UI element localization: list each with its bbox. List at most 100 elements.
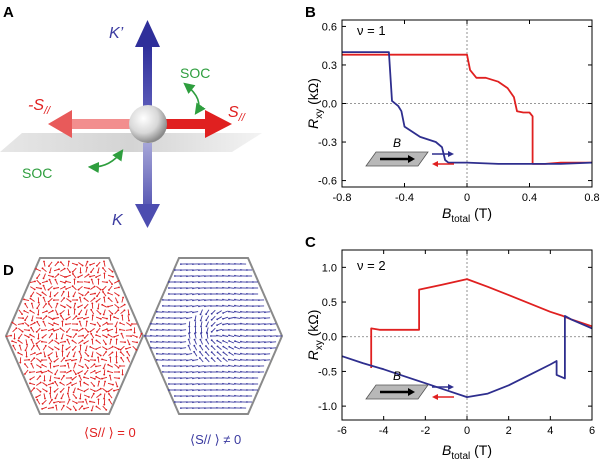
spin-vector-head	[79, 296, 81, 299]
chart-c: -6 -4 -2 0 2 4 6 -1.0 -0.5 0.0 0.5 1.0 Btotal (T) Rxy…	[305, 249, 595, 462]
spin-vector-head	[198, 275, 200, 278]
spin-vector-head	[180, 407, 182, 409]
spin-vector-head	[127, 313, 130, 316]
spin-vector-head	[234, 316, 236, 319]
spin-vector-head	[107, 363, 110, 366]
spin-vector-head	[252, 389, 254, 391]
spin-vector-head	[29, 297, 32, 300]
spin-vector-head	[222, 304, 224, 307]
spin-vector-head	[186, 281, 188, 284]
spin-vector-head	[36, 320, 39, 323]
spin-vector-head	[107, 305, 109, 308]
chart-c-inset-field-arrowhead	[408, 388, 415, 396]
spin-vector-head	[210, 389, 212, 391]
spin-vector-head	[222, 263, 224, 265]
spin-vector-head	[75, 333, 77, 335]
spin-vector-head	[12, 344, 15, 347]
chart-b-xlabel-sub: total	[451, 214, 470, 225]
spin-vector-head	[68, 386, 70, 389]
spin-vector-head	[46, 280, 48, 283]
spin-vector-head	[113, 316, 115, 318]
spin-vector-head	[44, 344, 47, 347]
spin-vector-head	[33, 387, 36, 389]
spin-vector-head	[43, 379, 46, 382]
spin-vector-head	[222, 334, 224, 337]
spin-vector-head	[252, 371, 254, 373]
spin-vector-head	[188, 332, 190, 335]
spin-vector-head	[54, 373, 57, 376]
spin-vector-head	[24, 349, 27, 352]
spin-vector-head	[193, 350, 196, 353]
spin-vector-head	[117, 306, 120, 309]
spin-vector-head	[186, 389, 188, 392]
panel-a: A K’ K S// -S// SOC SOC	[0, 4, 262, 229]
chart-b-ytick-label: -0.3	[318, 137, 337, 149]
spin-vector-head	[240, 292, 242, 295]
spin-vector-head	[240, 352, 242, 355]
spin-vector-head	[17, 351, 20, 354]
spin-vector-head	[46, 310, 48, 312]
spin-vector-head	[222, 286, 224, 289]
spin-vector-head	[68, 260, 70, 263]
spin-vector-head	[228, 317, 230, 320]
spin-vector-head	[264, 317, 266, 320]
spin-vector-head	[246, 389, 248, 391]
spin-vector-head	[240, 346, 242, 349]
spin-vector-head	[240, 364, 242, 367]
spin-vector-head	[174, 281, 176, 283]
spin-vector-head	[121, 373, 124, 376]
spin-vector-head	[198, 365, 200, 368]
spin-vector-head	[150, 328, 152, 331]
chart-c-xlabel: Btotal (T)	[442, 442, 492, 462]
spin-vector-head	[210, 335, 212, 337]
spin-vector-head	[252, 287, 254, 289]
spin-vector-head	[174, 377, 176, 379]
spin-vector-head	[156, 358, 158, 361]
spin-vector-head	[116, 385, 119, 388]
spin-vector-head	[84, 398, 87, 401]
spin-vector-head	[116, 301, 119, 304]
spin-vector-head	[131, 323, 133, 325]
spin-vector-head	[11, 321, 14, 324]
spin-vector-head	[174, 275, 176, 277]
spin-vector-head	[49, 362, 52, 365]
spin-vector-head	[204, 395, 206, 397]
spin-vector-head	[95, 265, 98, 267]
spin-vector-head	[94, 292, 96, 295]
spin-vector-head	[174, 341, 176, 343]
spin-vector-head	[42, 296, 45, 299]
spin-vector-head	[180, 389, 182, 391]
chart-c-inset-label: B	[393, 369, 401, 383]
spin-vector-head	[228, 274, 230, 277]
spin-vector-head	[49, 295, 52, 298]
spin-vector-head	[121, 314, 124, 317]
spin-vector-head	[210, 269, 212, 271]
spin-vector-head	[15, 327, 18, 330]
spin-vector-head	[246, 341, 248, 343]
spin-vector-head	[39, 360, 42, 363]
spin-vector-head	[210, 293, 212, 295]
spin-vector-head	[199, 338, 202, 341]
spin-vector-head	[174, 347, 176, 349]
spin-vector-head	[228, 388, 230, 391]
spin-vector-head	[60, 337, 63, 340]
spin-vector-head	[35, 396, 38, 399]
chart-c-ytick-label: -1.0	[318, 401, 337, 413]
spin-vector-head	[63, 267, 66, 270]
spin-vector-head	[108, 289, 110, 291]
spin-vector-head	[162, 346, 164, 349]
chart-b-xtick-label: -0.4	[395, 192, 414, 204]
spin-vector-head	[162, 371, 164, 373]
spin-vector-head	[10, 334, 13, 337]
spin-vector-head	[174, 401, 176, 403]
spin-vector-head	[252, 311, 254, 313]
spin-vector-head	[88, 287, 90, 290]
spin-vector-head	[246, 395, 248, 397]
spin-vector-head	[78, 313, 80, 316]
spin-vector-head	[71, 349, 74, 351]
spin-vector-head	[252, 293, 254, 295]
spin-vector-head	[69, 381, 72, 384]
spin-vector-head	[19, 361, 22, 364]
spin-vector-head	[39, 294, 42, 297]
